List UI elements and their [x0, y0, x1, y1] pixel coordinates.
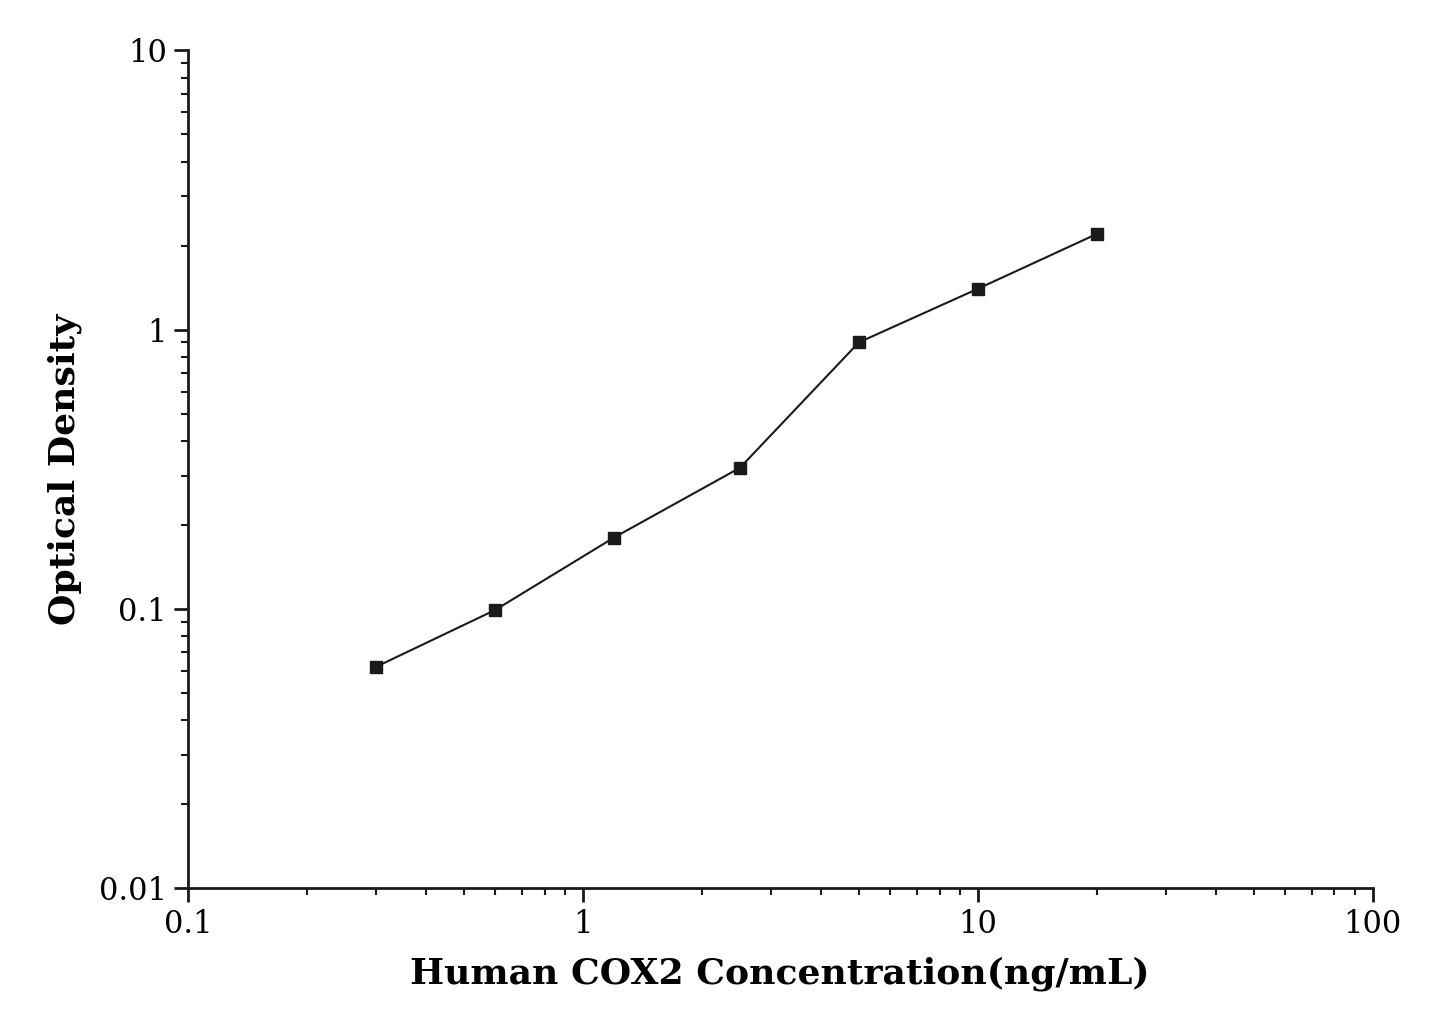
X-axis label: Human COX2 Concentration(ng/mL): Human COX2 Concentration(ng/mL) — [410, 957, 1150, 991]
Y-axis label: Optical Density: Optical Density — [48, 314, 82, 625]
